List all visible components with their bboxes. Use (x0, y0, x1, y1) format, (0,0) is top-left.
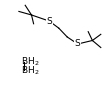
Text: BH$_2$: BH$_2$ (21, 55, 39, 68)
Text: S: S (75, 40, 81, 48)
Text: BH$_2$: BH$_2$ (21, 64, 39, 77)
Text: S: S (47, 17, 52, 26)
